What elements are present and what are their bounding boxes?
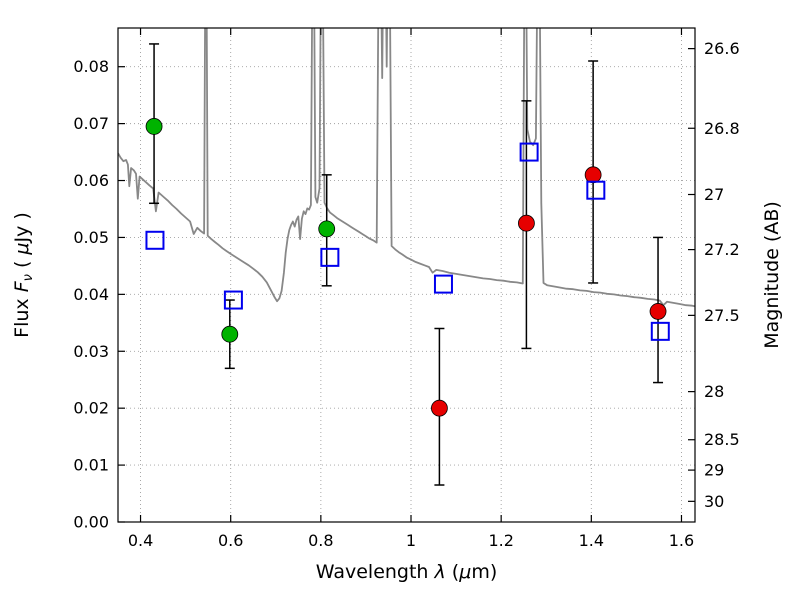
y-axis-label: Flux Fν ( μJy ) xyxy=(11,212,36,338)
y-tick-label: 0.08 xyxy=(73,57,109,76)
green-circles-point xyxy=(318,220,336,238)
blue-open-squares-point xyxy=(433,274,453,294)
y-tick-label: 0.06 xyxy=(73,171,109,190)
y-tick-label: 0.04 xyxy=(73,285,109,304)
blue-open-squares-point xyxy=(519,142,539,162)
magnitude-tick-label: 26.8 xyxy=(704,119,740,138)
x-tick-label: 1.4 xyxy=(579,531,604,550)
magnitude-tick-label: 29 xyxy=(704,461,724,480)
y-tick-label: 0.07 xyxy=(73,114,109,133)
x-tick-label: 0.8 xyxy=(308,531,333,550)
green-circles-point xyxy=(221,325,239,343)
x-tick-label: 1.6 xyxy=(669,531,694,550)
plot-frame xyxy=(117,27,696,523)
model-spectrum-line xyxy=(118,28,695,308)
axis-ticks xyxy=(118,28,695,523)
x-axis-label: Wavelength λ (μm) xyxy=(316,561,497,583)
magnitude-tick-label: 27 xyxy=(704,185,724,204)
blue-open-squares-point xyxy=(650,321,670,341)
y-tick-label: 0.03 xyxy=(73,342,109,361)
red-circles-point xyxy=(518,214,535,232)
blue-open-squares-point xyxy=(320,247,340,267)
blue-open-squares-point xyxy=(586,180,606,200)
red-circles xyxy=(431,166,667,417)
right-axis-label: Magnitude (AB) xyxy=(761,201,783,349)
green-circles-point xyxy=(145,118,163,135)
magnitude-tick-label: 27.5 xyxy=(704,306,740,325)
blue-open-squares-point xyxy=(145,230,165,250)
green-circles xyxy=(145,118,336,343)
grid xyxy=(118,28,695,523)
plot-area xyxy=(118,28,695,308)
blue-open-squares-point xyxy=(223,290,243,310)
magnitude-tick-label: 27.2 xyxy=(704,240,740,259)
red-circles-point xyxy=(649,303,667,320)
axis-labels: Wavelength λ (μm) Flux Fν ( μJy ) Magnitud… xyxy=(11,201,783,583)
x-tick-label: 1.2 xyxy=(488,531,513,550)
magnitude-tick-label: 30 xyxy=(704,492,724,511)
magnitude-tick-label: 28.5 xyxy=(704,430,740,449)
magnitude-tick-label: 26.6 xyxy=(704,39,740,58)
y-tick-label: 0.02 xyxy=(73,399,109,418)
red-circles-point xyxy=(431,399,448,417)
x-tick-label: 1 xyxy=(406,531,416,550)
y-tick-label: 0.00 xyxy=(73,513,109,532)
y-tick-label: 0.01 xyxy=(73,456,109,475)
x-tick-label: 0.6 xyxy=(218,531,243,550)
red-circles-point xyxy=(584,166,602,184)
magnitude-tick-label: 28 xyxy=(704,382,724,401)
y-tick-label: 0.05 xyxy=(73,228,109,247)
blue-open-squares xyxy=(145,142,670,341)
x-tick-label: 0.4 xyxy=(128,531,153,550)
tick-labels: 0.4 0.6 0.8 1 1.2 1.4 1.6 0.00 0.01 0.02 0.03 0.04 0… xyxy=(73,39,739,550)
